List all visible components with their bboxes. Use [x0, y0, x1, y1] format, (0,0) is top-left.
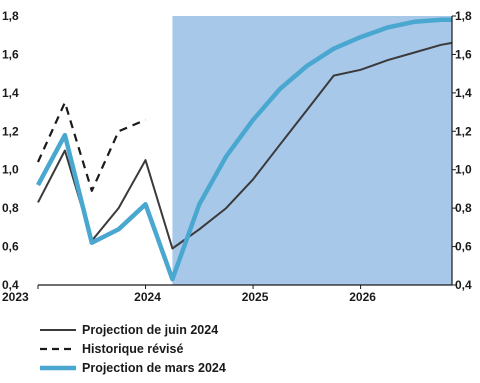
x-tick-label: 2025 — [242, 290, 269, 304]
chart-legend: Projection de juin 2024 Historique révis… — [38, 320, 226, 377]
tick-labels-layer: 0,4 0,6 0,8 1,0 1,2 1,4 1,6 1,8 0,4 0,6 0,8 1,0 1,2 1… — [2, 9, 472, 304]
y-tick-label-left: 1,4 — [2, 86, 19, 100]
legend-label-march-projection: Projection de mars 2024 — [82, 360, 226, 375]
legend-item-march-projection: Projection de mars 2024 — [38, 358, 226, 377]
y-tick-label-right: 1,4 — [455, 86, 472, 100]
axes-layer — [37, 15, 456, 289]
legend-label-revised-history: Historique révisé — [82, 341, 184, 356]
y-tick-label-right: 0,8 — [455, 201, 472, 215]
y-tick-label-right: 1,8 — [455, 9, 472, 23]
x-tick-label: 2026 — [349, 290, 376, 304]
y-tick-label-left: 0,4 — [2, 278, 19, 292]
x-tick-label: 2024 — [134, 290, 161, 304]
legend-swatch-dashed — [38, 344, 78, 354]
projection-shaded-area-layer — [172, 16, 452, 285]
legend-swatch-solid-blue — [38, 363, 78, 373]
y-tick-label-left: 0,6 — [2, 240, 19, 254]
y-tick-label-left: 1,6 — [2, 47, 19, 61]
y-tick-label-left: 0,8 — [2, 201, 19, 215]
y-tick-label-right: 1,0 — [455, 163, 472, 177]
series-line-1 — [36, 101, 146, 192]
y-tick-label-left: 1,2 — [2, 124, 19, 138]
legend-label-june-projection: Projection de juin 2024 — [82, 322, 219, 337]
legend-item-june-projection: Projection de juin 2024 — [38, 320, 226, 339]
y-tick-label-right: 0,4 — [455, 278, 472, 292]
legend-swatch-solid-dark — [38, 325, 78, 335]
x-tick-label: 2023 — [2, 290, 29, 304]
y-tick-label-right: 1,2 — [455, 124, 472, 138]
series-line-0 — [37, 41, 453, 250]
y-tick-label-left: 1,0 — [2, 163, 19, 177]
series-line-2 — [36, 17, 452, 282]
y-tick-label-right: 0,6 — [455, 240, 472, 254]
y-tick-label-left: 1,8 — [2, 9, 19, 23]
y-tick-label-right: 1,6 — [455, 47, 472, 61]
legend-item-revised-history: Historique révisé — [38, 339, 226, 358]
series-lines-layer — [36, 17, 453, 282]
line-chart: 0,4 0,6 0,8 1,0 1,2 1,4 1,6 1,8 0,4 0,6 0,8 1,0 1,2 1… — [2, 9, 472, 304]
projection-period-shading — [172, 16, 452, 285]
